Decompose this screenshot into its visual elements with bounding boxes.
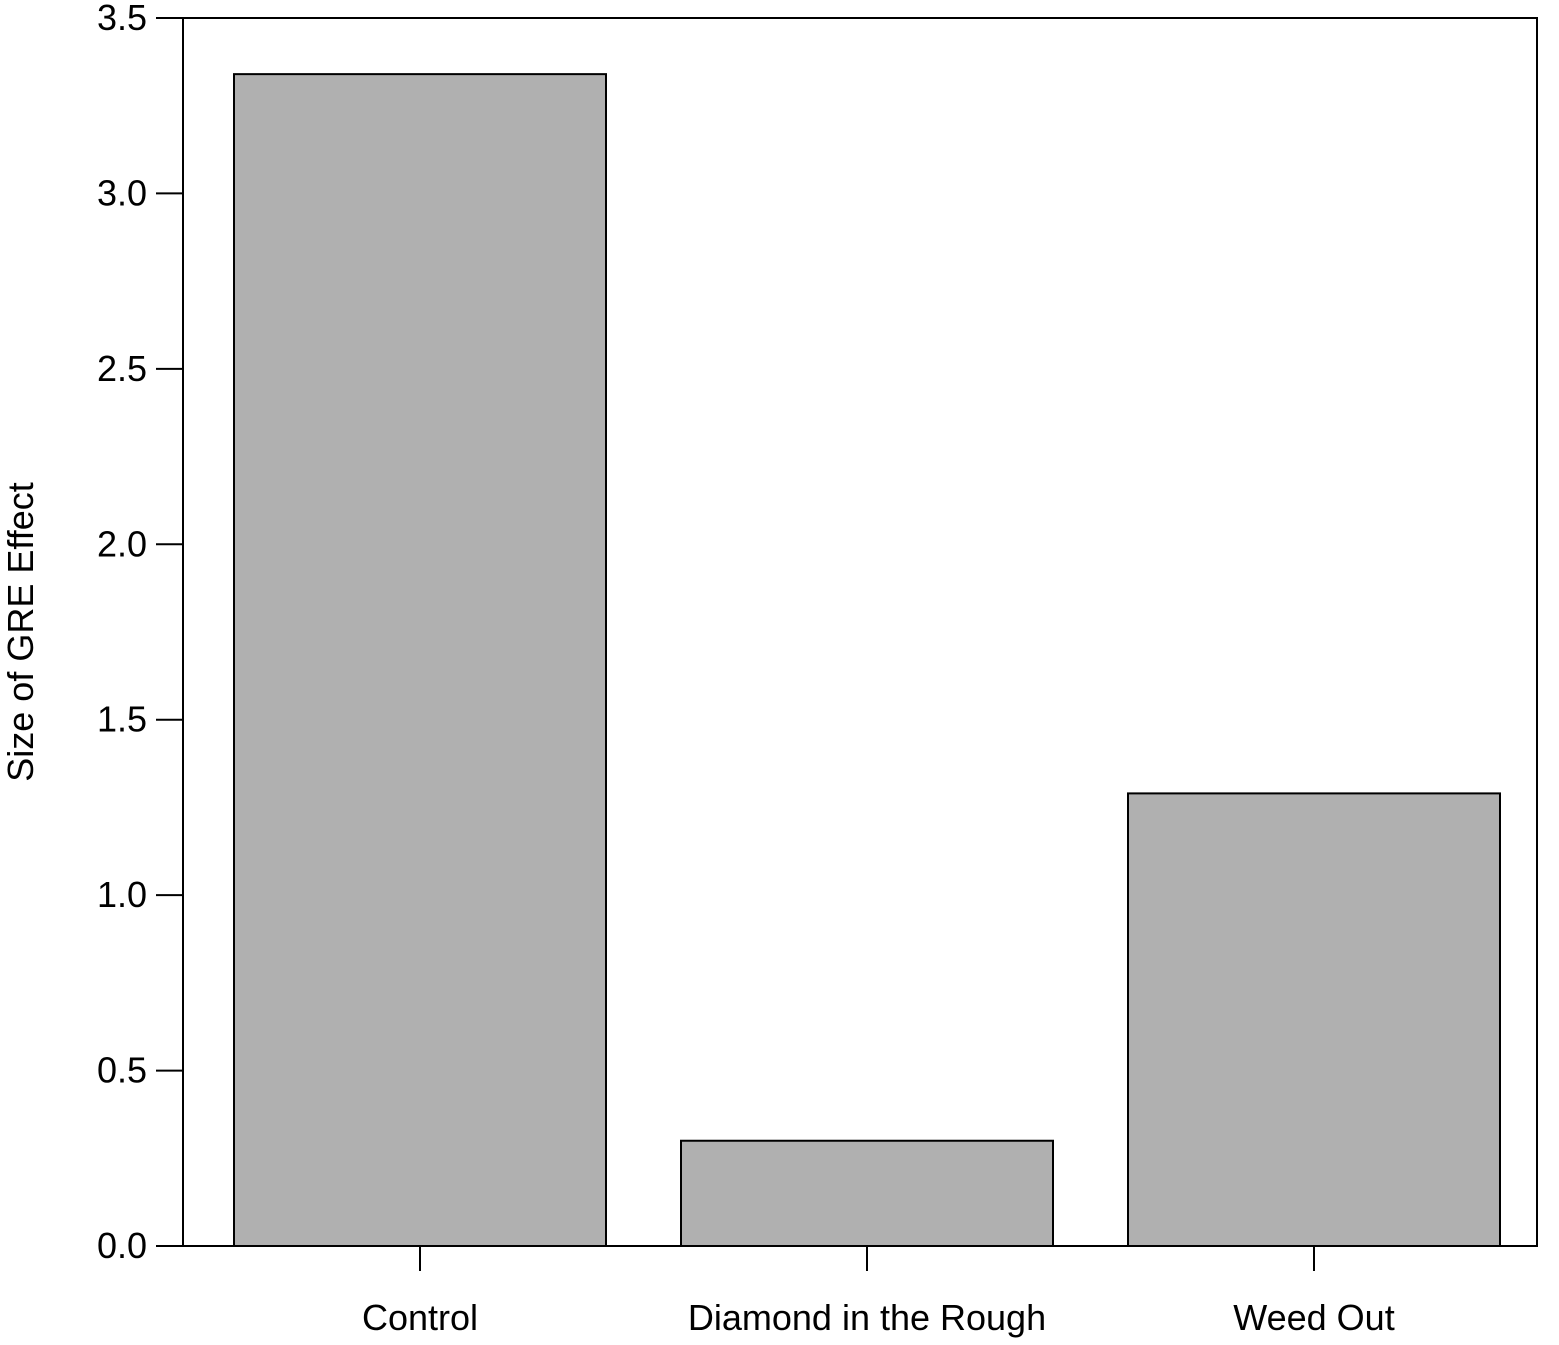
- y-tick-label: 1.0: [97, 874, 147, 915]
- bars: [233, 73, 1501, 1248]
- x-tick-label: Diamond in the Rough: [688, 1297, 1046, 1338]
- bar: [233, 73, 607, 1248]
- y-tick-label: 0.0: [97, 1225, 147, 1266]
- y-tick-label: 3.5: [97, 0, 147, 38]
- y-tick-label: 3.0: [97, 172, 147, 213]
- x-axis: Control Diamond in the Rough Weed Out: [362, 1246, 1395, 1338]
- x-tick-label: Control: [362, 1297, 478, 1338]
- y-tick-label: 1.5: [97, 699, 147, 740]
- y-axis-label: Size of GRE Effect: [0, 482, 41, 781]
- y-tick-label: 2.5: [97, 348, 147, 389]
- y-axis: 0.0 0.5 1.0 1.5 2.0 2.5 3.0 3.5: [97, 0, 183, 1266]
- y-tick-label: 0.5: [97, 1050, 147, 1091]
- bar: [1127, 792, 1501, 1247]
- x-tick-label: Weed Out: [1233, 1297, 1394, 1338]
- y-tick-label: 2.0: [97, 523, 147, 564]
- bar: [680, 1139, 1054, 1247]
